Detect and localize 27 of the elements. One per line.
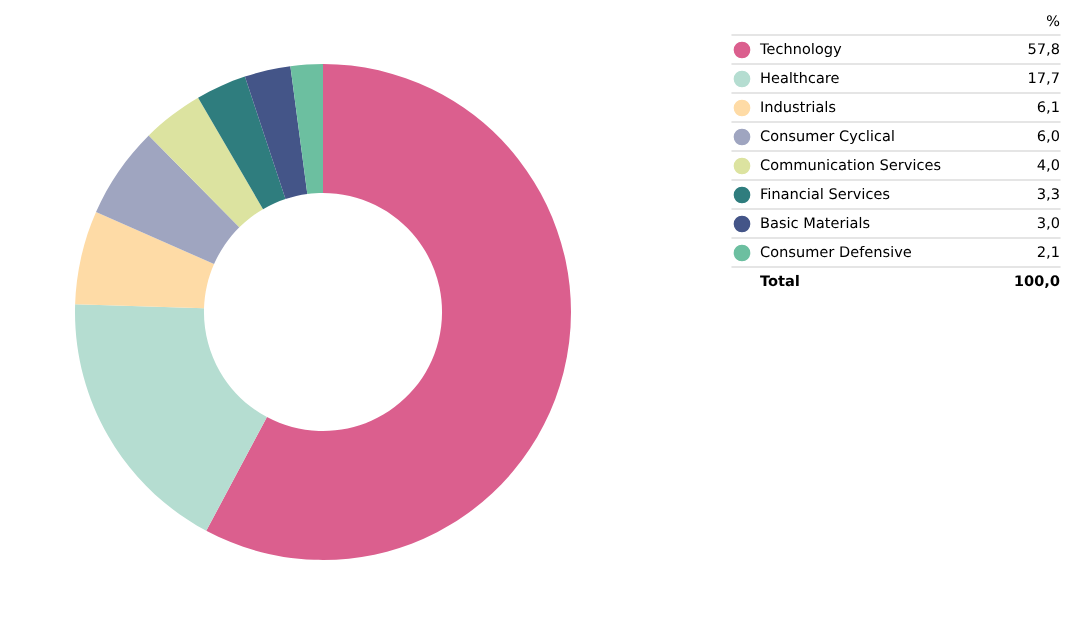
- donut-slice: [206, 64, 571, 560]
- data-label: 3,0: [1037, 217, 1060, 230]
- legend-label: Financial Services: [761, 187, 890, 200]
- donut-slice: [290, 64, 323, 194]
- legend-label: Consumer Cyclical: [760, 129, 894, 145]
- legend-label: Industrials: [761, 100, 836, 113]
- donut-slice: [75, 304, 267, 531]
- donut-slice: [75, 212, 215, 309]
- legend-title: %: [1046, 15, 1060, 27]
- data-label: 2,1: [1037, 246, 1059, 259]
- donut-slice: [96, 135, 240, 265]
- legend-label: Consumer Defensive: [760, 245, 912, 258]
- legend-label: Communication Services: [760, 158, 941, 171]
- data-label: 6,0: [1037, 130, 1060, 143]
- data-label: 4,0: [1037, 159, 1060, 172]
- donut-slice: [244, 66, 308, 200]
- text: Total: [760, 274, 799, 287]
- data-label: 3,3: [1037, 188, 1059, 201]
- data-label: 6,1: [1037, 101, 1059, 114]
- legend-label: Technology: [759, 42, 842, 58]
- text: 100,0: [1015, 275, 1060, 289]
- legend-label: Basic Materials: [761, 216, 870, 229]
- data-label: 17,7: [1029, 72, 1059, 85]
- data-label: 57,8: [1028, 43, 1059, 56]
- donut-slice: [198, 76, 286, 210]
- donut-slice: [148, 97, 264, 228]
- legend-label: Healthcare: [761, 71, 839, 84]
